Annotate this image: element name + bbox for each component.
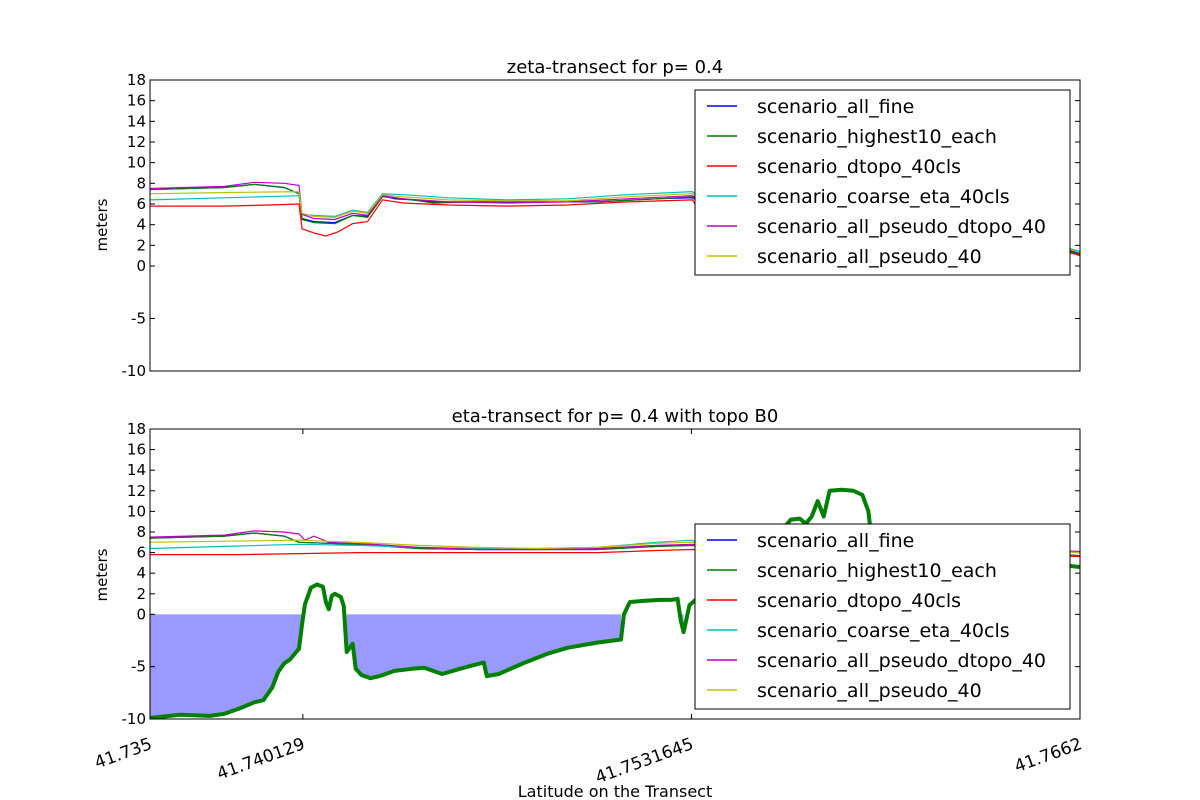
legend-box (694, 523, 1071, 710)
legend-label: scenario_all_pseudo_dtopo_40 (757, 216, 1046, 238)
legend-label: scenario_all_pseudo_40 (757, 680, 982, 702)
legend-label: scenario_highest10_each (757, 126, 997, 148)
y-tick-label: 12 (127, 482, 146, 500)
y-tick-label: -10 (122, 710, 147, 728)
legend-label: scenario_highest10_each (757, 560, 997, 582)
y-tick-label: 18 (127, 71, 146, 89)
y-tick-label: 14 (127, 461, 146, 479)
y-tick-label: 16 (127, 92, 146, 110)
x-tick-label: 41.735 (92, 734, 155, 773)
y-tick-label: -5 (131, 658, 146, 676)
x-axis-label: Latitude on the Transect (518, 782, 713, 800)
legend-label: scenario_coarse_eta_40cls (757, 620, 1010, 642)
legend-label: scenario_coarse_eta_40cls (757, 186, 1010, 208)
y-tick-label: 2 (136, 585, 146, 603)
y-tick-label: 6 (136, 195, 146, 213)
y-tick-label: 4 (136, 216, 146, 234)
y-tick-label: 6 (136, 544, 146, 562)
y-tick-label: 14 (127, 112, 146, 130)
topo-group (150, 487, 1080, 719)
y-axis-label: meters (93, 198, 111, 251)
legend-label: scenario_dtopo_40cls (757, 156, 961, 178)
water-fill (150, 614, 684, 718)
y-tick-label: 16 (127, 441, 146, 459)
chart-title: eta-transect for p= 0.4 with topo B0 (452, 406, 779, 427)
y-ticks: -10 -5 0 2 4 6 8 10 12 14 16 18 (122, 71, 1080, 380)
y-axis-label: meters (93, 548, 111, 601)
y-ticks: -10 -5 0 2 4 6 8 10 12 14 16 18 (122, 420, 1080, 728)
y-tick-label: 10 (127, 154, 146, 172)
topo-line (150, 487, 1080, 719)
y-tick-label: 10 (127, 502, 146, 520)
y-tick-label: -10 (122, 362, 147, 380)
legend-label: scenario_dtopo_40cls (757, 590, 961, 612)
y-tick-label: 0 (136, 605, 146, 623)
chart-title: zeta-transect for p= 0.4 (507, 57, 723, 78)
y-tick-label: 12 (127, 133, 146, 151)
x-tick-label: 41.740129 (214, 734, 307, 784)
legend: scenario_all_fine scenario_highest10_each… (694, 89, 1071, 276)
legend: scenario_all_fine scenario_highest10_each… (694, 523, 1071, 710)
y-tick-label: 4 (136, 564, 146, 582)
y-tick-label: 8 (136, 174, 146, 192)
y-tick-label: 8 (136, 523, 146, 541)
legend-label: scenario_all_fine (757, 96, 914, 118)
water-area (150, 614, 302, 718)
chart-bottom: eta-transect for p= 0.4 with topo B0 met… (92, 406, 1085, 788)
y-tick-label: 0 (136, 257, 146, 275)
x-tick-label: 41.7662 (1012, 734, 1085, 777)
legend-label: scenario_all_pseudo_40 (757, 246, 982, 268)
chart-top: zeta-transect for p= 0.4 meters -10 -5 0 2 4… (93, 57, 1081, 380)
x-tick-label: 41.7531645 (593, 734, 696, 788)
y-tick-label: -5 (131, 310, 146, 328)
legend-label: scenario_all_fine (757, 530, 914, 552)
legend-box (694, 89, 1071, 276)
water-area (346, 614, 621, 679)
plot-frame (149, 79, 1081, 372)
legend-label: scenario_all_pseudo_dtopo_40 (757, 650, 1046, 672)
y-tick-label: 18 (127, 420, 146, 438)
plot-frame (149, 428, 1081, 720)
y-tick-label: 2 (136, 236, 146, 254)
